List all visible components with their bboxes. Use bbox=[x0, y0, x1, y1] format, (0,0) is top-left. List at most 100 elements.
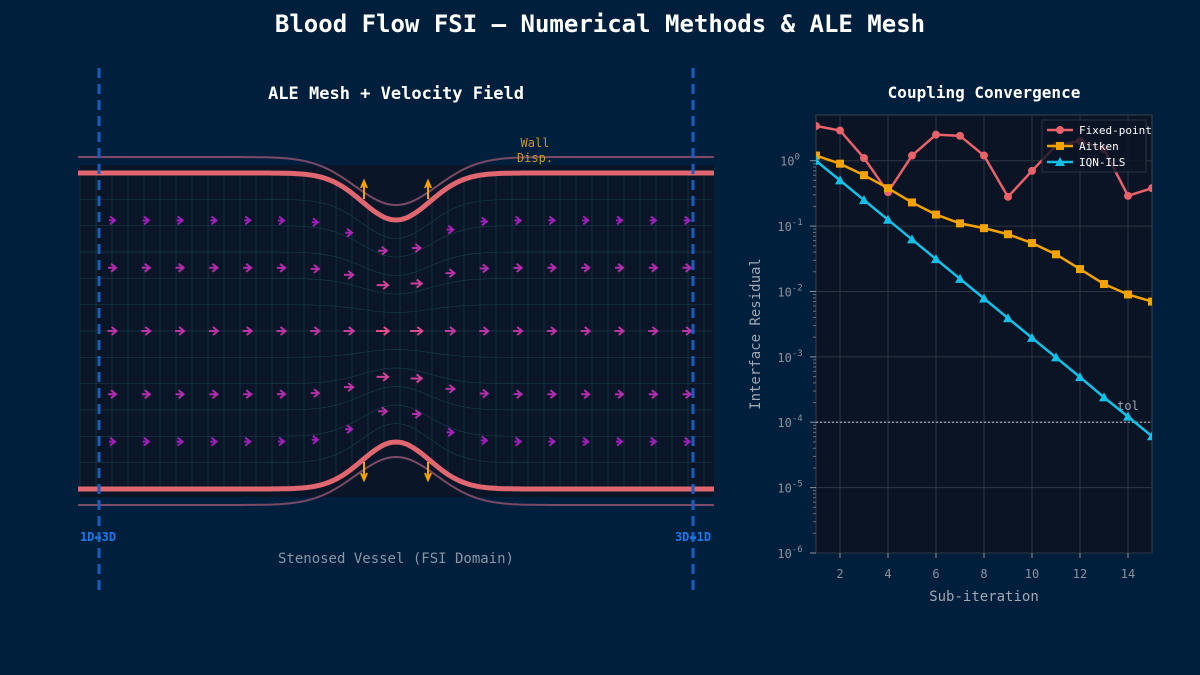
data-point bbox=[907, 234, 917, 244]
velocity-arrow bbox=[343, 326, 356, 336]
velocity-arrow bbox=[614, 263, 625, 273]
data-point bbox=[859, 195, 869, 205]
velocity-arrow bbox=[514, 436, 523, 447]
velocity-arrow bbox=[176, 215, 185, 226]
y-tick-exponent: -4 bbox=[792, 414, 803, 424]
data-point bbox=[1147, 431, 1152, 441]
velocity-arrow bbox=[108, 215, 117, 226]
velocity-arrow bbox=[411, 243, 423, 253]
data-point bbox=[932, 130, 940, 139]
data-point bbox=[1028, 239, 1036, 248]
velocity-arrow bbox=[243, 389, 253, 399]
data-point bbox=[1099, 392, 1109, 402]
velocity-arrow bbox=[615, 215, 624, 226]
velocity-arrow bbox=[142, 436, 151, 447]
legend-marker bbox=[1056, 142, 1064, 150]
y-tick-label: 10-4 bbox=[777, 414, 802, 430]
data-point bbox=[1027, 332, 1037, 342]
data-point bbox=[931, 254, 941, 264]
y-tick-label: 10-1 bbox=[777, 218, 802, 234]
data-point bbox=[980, 224, 988, 233]
data-point bbox=[1003, 313, 1013, 323]
y-tick-exponent: -3 bbox=[792, 349, 803, 359]
velocity-arrow bbox=[410, 278, 424, 289]
chart-title: Coupling Convergence bbox=[888, 83, 1081, 102]
velocity-arrow bbox=[310, 326, 321, 336]
velocity-arrow bbox=[548, 436, 557, 447]
velocity-arrow bbox=[546, 326, 558, 336]
x-tick-label: 14 bbox=[1121, 567, 1135, 581]
velocity-arrow bbox=[513, 389, 524, 399]
data-point bbox=[980, 151, 988, 160]
velocity-arrow bbox=[682, 389, 693, 399]
velocity-arrow bbox=[107, 263, 118, 273]
data-point bbox=[1052, 250, 1060, 259]
velocity-arrow bbox=[210, 215, 219, 226]
convergence-chart: Coupling Convergence 2 4 6 8 10 12 14 10-6 10-5 1… bbox=[748, 83, 1153, 605]
velocity-arrow bbox=[410, 373, 424, 384]
data-point bbox=[1124, 191, 1132, 200]
vessel-wall-bottom bbox=[78, 439, 714, 492]
chart-xlabel: Sub-iteration bbox=[929, 589, 1039, 605]
vessel-wall-top bbox=[78, 170, 714, 223]
velocity-arrow bbox=[378, 406, 389, 417]
legend-label: Aitken bbox=[1079, 140, 1119, 153]
outlet-coupling-label: 3D↔1D bbox=[675, 530, 711, 544]
data-point bbox=[955, 273, 965, 283]
velocity-arrow bbox=[243, 263, 253, 273]
velocity-arrow bbox=[141, 326, 152, 336]
wall-displacement-arrow-up bbox=[360, 178, 368, 199]
y-tick-label: 100 bbox=[780, 153, 800, 169]
velocity-arrow bbox=[581, 263, 591, 273]
x-tick-label: 10 bbox=[1025, 567, 1039, 581]
velocity-arrow bbox=[614, 389, 625, 399]
velocity-arrow bbox=[344, 382, 355, 392]
mesh-line-horizontal bbox=[80, 225, 712, 258]
chart-ylabel: Interface Residual bbox=[748, 258, 764, 410]
data-point bbox=[1028, 166, 1036, 175]
velocity-arrow bbox=[108, 436, 117, 447]
y-tick-label: 10-3 bbox=[777, 349, 802, 365]
velocity-arrow bbox=[141, 263, 152, 273]
data-point bbox=[1148, 297, 1152, 306]
y-tick-label: 10-5 bbox=[777, 480, 802, 496]
series-lines bbox=[816, 121, 1152, 441]
data-point bbox=[883, 214, 893, 224]
data-point bbox=[956, 131, 964, 140]
velocity-arrow bbox=[107, 326, 119, 336]
legend: Fixed-point Aitken IQN-ILS bbox=[1041, 119, 1152, 173]
velocity-arrow bbox=[445, 384, 457, 394]
mesh-line-horizontal bbox=[80, 277, 712, 295]
velocity-arrow bbox=[683, 436, 692, 447]
velocity-arrow bbox=[141, 389, 152, 399]
mesh-line-horizontal bbox=[80, 304, 712, 313]
velocity-arrow bbox=[311, 434, 320, 445]
x-tick-label: 8 bbox=[980, 567, 987, 581]
velocity-arrow bbox=[446, 224, 455, 235]
ale-mesh-panel: ALE Mesh + Velocity Field Wall Disp. 1D↔… bbox=[78, 68, 714, 595]
velocity-arrow bbox=[479, 326, 490, 336]
velocity-arrow bbox=[548, 215, 557, 226]
data-point bbox=[1100, 280, 1108, 289]
vessel-walls bbox=[78, 156, 714, 506]
axis-ticks: 2 4 6 8 10 12 14 10-6 10-5 10-4 10-3 10-2 10-1 100 bbox=[777, 153, 1135, 581]
x-tick-label: 6 bbox=[932, 567, 939, 581]
wall-displacement-arrow-down bbox=[424, 462, 432, 483]
velocity-arrow bbox=[276, 263, 287, 273]
velocity-arrow bbox=[311, 217, 320, 228]
left-panel-xlabel: Stenosed Vessel (FSI Domain) bbox=[278, 551, 514, 567]
velocity-arrow bbox=[445, 268, 457, 278]
x-tick-label: 12 bbox=[1073, 567, 1087, 581]
y-tick-label: 10-6 bbox=[777, 545, 802, 561]
tolerance-label: tol bbox=[1117, 399, 1139, 413]
wall-disp-label-line1: Wall bbox=[521, 136, 550, 150]
velocity-arrow bbox=[209, 263, 220, 273]
velocity-arrow bbox=[513, 326, 524, 336]
velocity-arrow bbox=[176, 436, 185, 447]
mesh-line-horizontal bbox=[80, 349, 712, 358]
data-point bbox=[1123, 411, 1133, 421]
velocity-arrow bbox=[376, 372, 390, 382]
figure-title: Blood Flow FSI — Numerical Methods & ALE… bbox=[274, 10, 926, 38]
outer-wall-top bbox=[78, 156, 714, 207]
